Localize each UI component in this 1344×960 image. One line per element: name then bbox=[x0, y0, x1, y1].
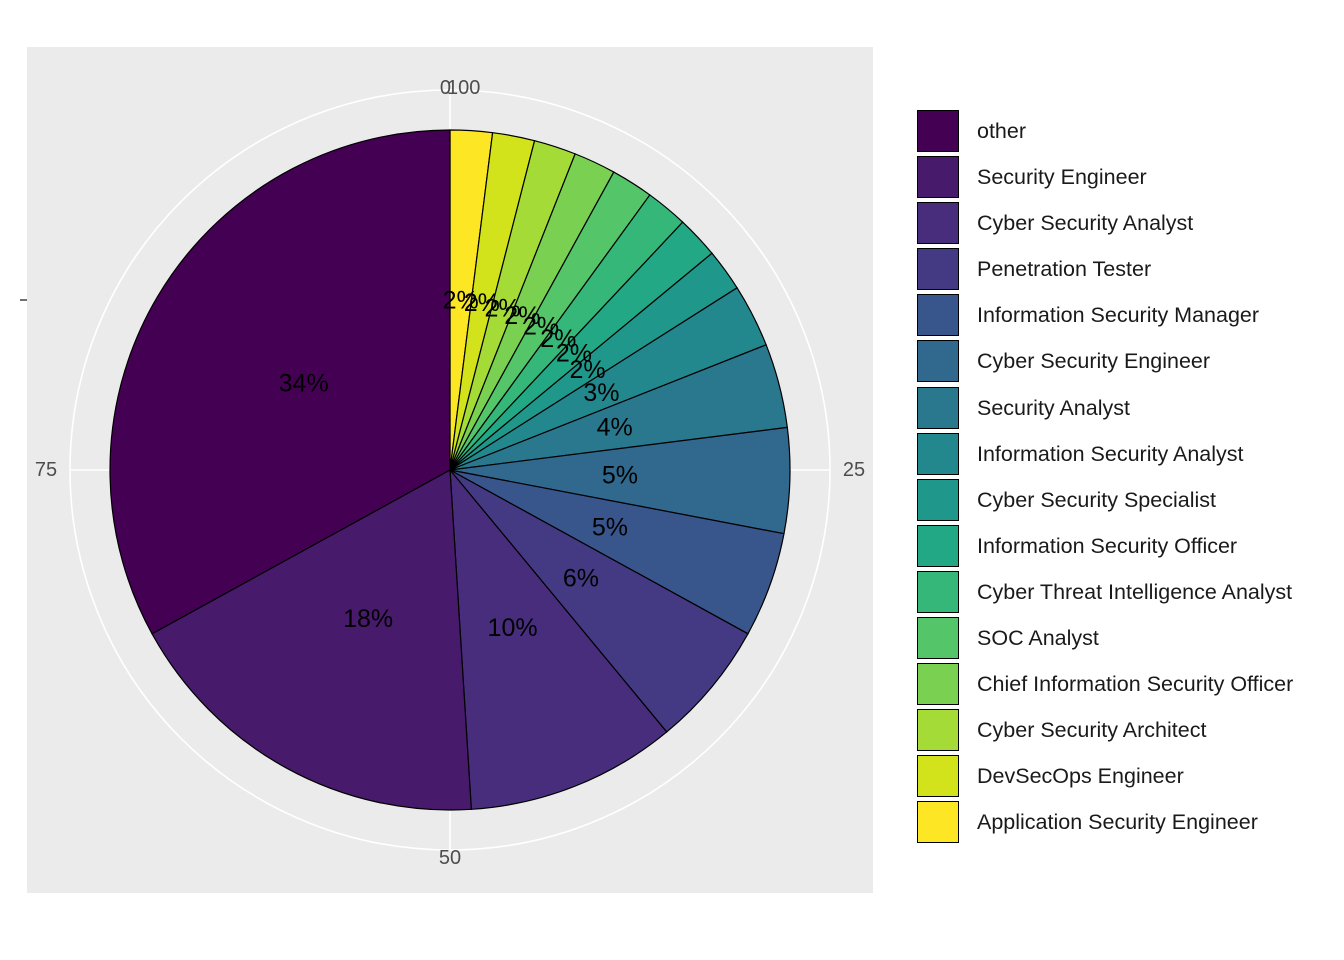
slice-label: 18% bbox=[343, 605, 393, 633]
legend-swatch bbox=[917, 755, 959, 798]
legend-label: Security Engineer bbox=[977, 165, 1147, 190]
legend-swatch bbox=[917, 294, 959, 337]
legend-swatch bbox=[917, 709, 959, 752]
legend-item: Security Engineer bbox=[917, 156, 1337, 202]
slice-label: 2% bbox=[540, 325, 576, 353]
legend-swatch bbox=[917, 617, 959, 660]
pie-slices bbox=[109, 129, 791, 811]
legend-swatch bbox=[917, 202, 959, 245]
legend-label: Chief Information Security Officer bbox=[977, 672, 1294, 697]
legend-item: Cyber Security Engineer bbox=[917, 340, 1337, 386]
legend-swatch bbox=[917, 801, 959, 844]
legend-label: Cyber Threat Intelligence Analyst bbox=[977, 579, 1293, 604]
legend-swatch bbox=[917, 386, 959, 429]
legend-swatch bbox=[917, 248, 959, 291]
pie-slice bbox=[449, 469, 749, 733]
legend-item: Cyber Security Analyst bbox=[917, 202, 1337, 248]
legend-swatch bbox=[917, 570, 959, 613]
legend-item: Cyber Security Architect bbox=[917, 709, 1337, 755]
legend-swatch bbox=[917, 432, 959, 475]
legend-item: Penetration Tester bbox=[917, 248, 1337, 294]
legend-item: Information Security Manager bbox=[917, 294, 1337, 340]
legend-swatch bbox=[917, 156, 959, 199]
legend-label: DevSecOps Engineer bbox=[977, 764, 1184, 789]
angle-tick-label: 0 bbox=[440, 77, 451, 99]
angle-tick-label: 100 bbox=[447, 77, 480, 99]
slice-label: 2% bbox=[569, 356, 605, 384]
legend-item: Security Analyst bbox=[917, 386, 1337, 433]
legend-label: Application Security Engineer bbox=[977, 810, 1258, 835]
legend-swatch bbox=[917, 524, 959, 567]
legend-item: Chief Information Security Officer bbox=[917, 663, 1337, 709]
legend-item: Information Security Officer bbox=[917, 524, 1337, 571]
legend-item: Cyber Threat Intelligence Analyst bbox=[917, 570, 1337, 617]
legend-label: Cyber Security Engineer bbox=[977, 349, 1211, 374]
legend-label: other bbox=[977, 119, 1027, 143]
legend-item: SOC Analyst bbox=[917, 617, 1337, 663]
slice-label: 2% bbox=[523, 312, 559, 340]
slice-label: 5% bbox=[592, 514, 628, 542]
legend-item: DevSecOps Engineer bbox=[917, 755, 1337, 801]
legend-item: Cyber Security Specialist bbox=[917, 478, 1337, 525]
angle-tick-label: 50 bbox=[439, 847, 461, 869]
slice-label: 2% bbox=[464, 289, 500, 317]
pie-slice bbox=[151, 469, 472, 811]
slice-label: 2% bbox=[504, 302, 540, 330]
slice-label: 2% bbox=[484, 294, 520, 322]
legend-label: Penetration Tester bbox=[977, 257, 1152, 282]
legend-label: Information Security Officer bbox=[977, 533, 1238, 558]
legend-label: Cyber Security Analyst bbox=[977, 211, 1194, 236]
legend-item: Application Security Engineer bbox=[917, 801, 1337, 847]
pie-slice bbox=[449, 468, 668, 810]
slice-label: 2% bbox=[556, 340, 592, 368]
legend-item: other bbox=[917, 110, 1337, 156]
legend-item: Information Security Analyst bbox=[917, 432, 1337, 479]
legend-label: Security Analyst bbox=[977, 395, 1130, 420]
angle-tick-label: 75 bbox=[35, 459, 57, 481]
legend-swatch bbox=[917, 478, 959, 521]
slice-label: 2% bbox=[443, 286, 479, 314]
legend-label: SOC Analyst bbox=[977, 626, 1099, 651]
legend-label: Information Security Analyst bbox=[977, 441, 1244, 466]
angle-tick-label: 25 bbox=[843, 459, 865, 481]
slice-label: 5% bbox=[602, 461, 638, 489]
legend-label: Cyber Security Architect bbox=[977, 718, 1207, 743]
legend-swatch bbox=[917, 110, 959, 152]
legend-swatch bbox=[917, 340, 959, 383]
slice-label: 34% bbox=[279, 369, 329, 397]
slice-label: 3% bbox=[583, 379, 619, 407]
slice-label: 6% bbox=[563, 564, 599, 592]
legend-label: Cyber Security Specialist bbox=[977, 487, 1216, 512]
legend-swatch bbox=[917, 663, 959, 706]
slice-labels: 2%2%2%2%2%2%2%2%3%4%5%5%6%10%18%34% bbox=[279, 286, 638, 642]
legend-label: Information Security Manager bbox=[977, 303, 1260, 328]
angle-ticks: 0 25 50 75 100 bbox=[20, 77, 865, 869]
slice-label: 4% bbox=[597, 414, 633, 442]
slice-label: 10% bbox=[488, 614, 538, 642]
pie-slice bbox=[109, 129, 451, 635]
legend: other Security Engineer Cyber Security Ana… bbox=[917, 110, 1337, 848]
